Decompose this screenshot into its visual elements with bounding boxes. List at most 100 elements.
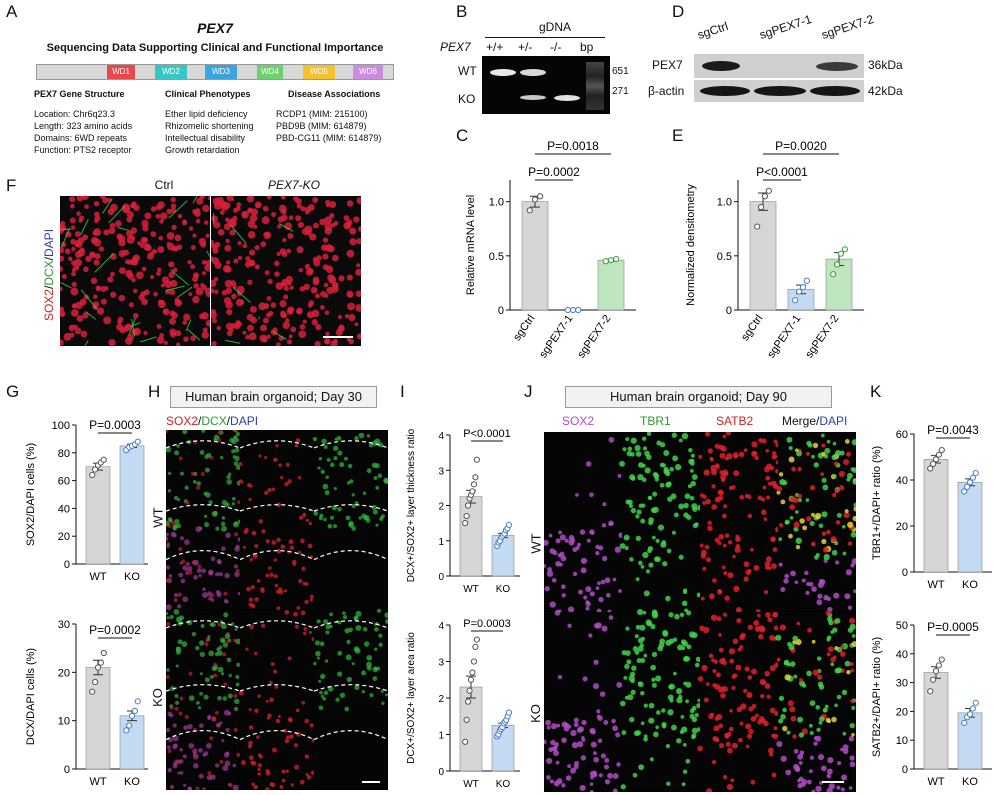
data-point bbox=[938, 447, 945, 454]
y-axis-label: Normalized densitometry bbox=[685, 184, 697, 306]
y-tick-label: 1.0 bbox=[489, 197, 504, 209]
panel-label-i: I bbox=[400, 382, 405, 401]
bar bbox=[85, 466, 111, 565]
bar bbox=[119, 715, 145, 770]
data-point bbox=[961, 719, 968, 727]
x-tick-label: sgPEX7-1 bbox=[765, 313, 803, 360]
col2-title: Clinical Phenotypes bbox=[165, 89, 251, 99]
col-label: Ctrl bbox=[154, 178, 174, 192]
x-tick-label: KO bbox=[496, 584, 511, 595]
y-tick-label: 40 bbox=[896, 649, 908, 661]
y-tick-label: 20 bbox=[896, 706, 908, 718]
data-point bbox=[470, 481, 478, 488]
panel-f: Ctrl PEX7-KO SOX2/DCX/DAPI bbox=[30, 178, 370, 350]
bar bbox=[597, 259, 625, 311]
chart-i1: 0 1 2 3 4 DCX+/SOX2+ layer thickness ratio WT K… bbox=[406, 428, 520, 595]
bar bbox=[85, 667, 111, 770]
gene-title: PEX7 bbox=[197, 20, 233, 36]
y-tick-label: 50 bbox=[896, 620, 908, 632]
data-point bbox=[613, 255, 620, 263]
panel-label-b: B bbox=[456, 2, 468, 21]
row-label: KO bbox=[149, 688, 165, 707]
panel-label-c: C bbox=[456, 126, 469, 145]
data-point bbox=[462, 738, 469, 745]
row-label: WT bbox=[150, 507, 166, 528]
data-point bbox=[754, 223, 761, 230]
domain-wd2: WD2 bbox=[155, 65, 187, 79]
col1-item: Length: 323 amino acids bbox=[34, 121, 133, 131]
y-axis-label: SATB2+/DAPI+ ratio (%) bbox=[871, 637, 883, 757]
data-point bbox=[100, 456, 107, 463]
data-point bbox=[607, 257, 615, 264]
data-point bbox=[833, 261, 841, 268]
channel-label: Merge/DAPI bbox=[782, 414, 847, 428]
data-point bbox=[462, 520, 469, 527]
chart-i1-content: 0 1 2 3 4 DCX+/SOX2+ layer thickness ratio WT K… bbox=[406, 428, 520, 595]
data-point bbox=[526, 207, 533, 214]
data-point bbox=[128, 712, 136, 719]
bar bbox=[825, 258, 853, 311]
bar bbox=[957, 712, 983, 770]
data-point bbox=[799, 284, 807, 291]
data-point bbox=[464, 698, 472, 705]
col1-item: Function: PTS2 receptor bbox=[34, 145, 132, 155]
j-header-box: Human brain organoid; Day 90 bbox=[565, 386, 832, 408]
size-label: 271 bbox=[612, 86, 629, 97]
data-point bbox=[927, 688, 934, 695]
col-label-text: PEX7-KO bbox=[267, 178, 321, 192]
y-tick-label: 80 bbox=[58, 448, 70, 460]
label-part: / bbox=[42, 256, 56, 261]
chart-k1-content: 0 20 40 60 TBR1+/DAPI+ ratio (%) WT KO P=0.0043 bbox=[871, 423, 992, 591]
panel-a-subtitle: Sequencing Data Supporting Clinical and … bbox=[46, 42, 384, 54]
data-point bbox=[930, 460, 937, 468]
y-tick-label: 1 bbox=[438, 537, 444, 548]
data-point bbox=[932, 456, 940, 463]
x-tick-label: KO bbox=[962, 579, 978, 591]
data-point bbox=[795, 288, 803, 295]
bar bbox=[459, 686, 483, 772]
size-label: 651 bbox=[612, 66, 629, 77]
row-label: PEX7 bbox=[652, 58, 683, 72]
x-tick-label: WT bbox=[89, 776, 106, 788]
data-point bbox=[473, 636, 480, 643]
y-tick-label: 0.5 bbox=[717, 251, 732, 263]
data-point bbox=[505, 521, 512, 528]
panel-a: PEX7 Sequencing Data Supporting Clinical… bbox=[30, 20, 400, 165]
blot-pex7 bbox=[694, 54, 864, 78]
data-point bbox=[841, 246, 848, 253]
lane-label: sgPEX7-1 bbox=[757, 11, 814, 42]
y-tick-label: 2 bbox=[438, 502, 444, 513]
lane-label: sgCtrl bbox=[695, 18, 730, 42]
data-point bbox=[100, 649, 107, 657]
label-part: DCX bbox=[42, 260, 56, 286]
domain-wd6: WD6 bbox=[353, 65, 383, 79]
y-axis-label: SOX2/DAPI cells (%) bbox=[25, 443, 37, 546]
panel-label-g: G bbox=[6, 382, 20, 401]
y-tick-label: 3 bbox=[438, 658, 444, 669]
panel-d: sgCtrl sgPEX7-1 sgPEX7-2 PEX7 β-actin 36… bbox=[640, 0, 1000, 120]
data-point bbox=[531, 196, 539, 203]
p-value-label: P=0.0002 bbox=[89, 623, 141, 637]
gdna-header: gDNA bbox=[538, 20, 571, 34]
data-point bbox=[961, 488, 968, 495]
data-point bbox=[837, 250, 845, 257]
data-point bbox=[92, 466, 99, 473]
row-label: β-actin bbox=[648, 84, 685, 98]
gel-image bbox=[482, 56, 610, 114]
data-point bbox=[472, 643, 479, 651]
merge-label: Merge/ bbox=[782, 414, 820, 428]
y-axis-label: Relative mRNA level bbox=[465, 195, 477, 295]
y-tick-label: 1.0 bbox=[717, 197, 732, 209]
y-tick-label: 20 bbox=[896, 521, 908, 533]
data-point bbox=[927, 465, 934, 472]
y-axis-label: DCX/DAPI cells (%) bbox=[25, 648, 37, 745]
data-point bbox=[969, 474, 976, 481]
y-axis-label: DCX+/SOX2+ layer area ratio bbox=[406, 632, 417, 764]
domain-wd4: WD4 bbox=[257, 65, 283, 79]
panel-label-k: K bbox=[870, 382, 882, 401]
p-value-label: P=0.0043 bbox=[927, 423, 979, 437]
x-tick-label: WT bbox=[89, 571, 106, 583]
bar bbox=[923, 458, 949, 573]
